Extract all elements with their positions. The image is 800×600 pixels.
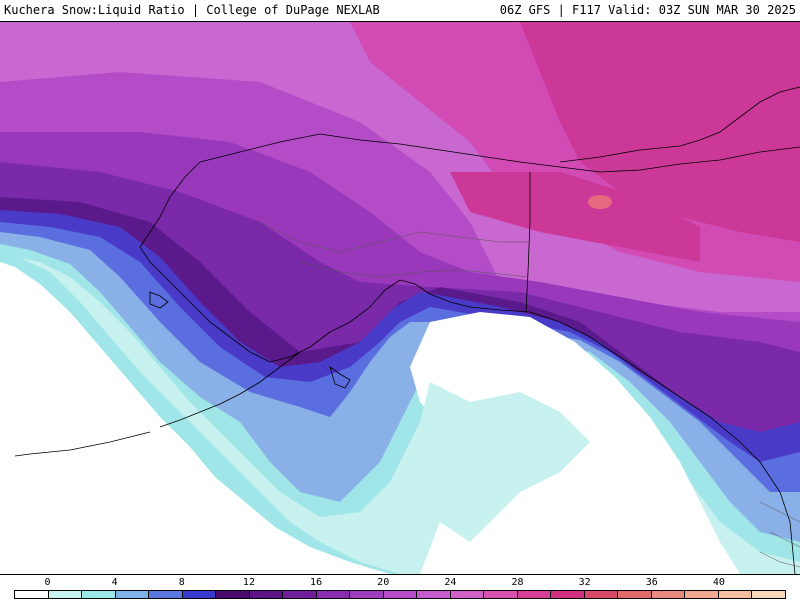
colorbar-swatch bbox=[718, 591, 753, 598]
colorbar-tick-label: 16 bbox=[310, 577, 323, 588]
kodiak bbox=[329, 366, 351, 389]
colorbar-swatch bbox=[484, 591, 518, 598]
nunivak bbox=[149, 291, 169, 309]
colorbar-swatch bbox=[417, 591, 451, 598]
colorbar-swatch bbox=[450, 591, 485, 598]
colorbar-swatch bbox=[149, 591, 183, 598]
colorbar-swatch bbox=[115, 591, 150, 598]
colorbar-tick-label: 4 bbox=[111, 577, 118, 588]
aleutian-islands bbox=[14, 431, 151, 457]
arctic-islands bbox=[559, 86, 800, 163]
colorbar-swatch bbox=[249, 591, 284, 598]
colorbar-swatch bbox=[350, 591, 384, 598]
colorbar-swatches bbox=[14, 590, 786, 599]
colorbar-tick-labels: 0 4 8 12 16 20 24 28 32 36 40 bbox=[0, 577, 800, 589]
product-title: Kuchera Snow:Liquid Ratio | College of D… bbox=[4, 3, 380, 17]
colorbar-tick-label: 40 bbox=[712, 577, 725, 588]
field-hotspot bbox=[588, 195, 612, 209]
coastlines bbox=[14, 86, 800, 574]
colorbar-swatch bbox=[752, 591, 785, 598]
colorbar-tick-label: 20 bbox=[377, 577, 390, 588]
model-valid-time: 06Z GFS | F117 Valid: 03Z SUN MAR 30 202… bbox=[499, 3, 796, 17]
colorbar-swatch bbox=[551, 591, 585, 598]
alaska-south-coast bbox=[384, 279, 796, 574]
colorbar-tick-label: 32 bbox=[578, 577, 591, 588]
colorbar-tick-label: 28 bbox=[511, 577, 524, 588]
colorbar-swatch bbox=[651, 591, 686, 598]
colorbar-swatch bbox=[584, 591, 619, 598]
colorbar-swatch bbox=[283, 591, 317, 598]
alaska-west-coast bbox=[139, 161, 386, 363]
colorbar-swatch bbox=[182, 591, 217, 598]
colorbar-tick-label: 8 bbox=[178, 577, 185, 588]
field-magenta bbox=[520, 22, 800, 242]
field-magenta-2 bbox=[450, 172, 700, 262]
colorbar-swatch bbox=[216, 591, 250, 598]
colorbar-swatch bbox=[618, 591, 652, 598]
colorbar-swatch bbox=[316, 591, 351, 598]
colorbar-swatch bbox=[685, 591, 719, 598]
colorbar-swatch bbox=[48, 591, 83, 598]
colorbar-swatch bbox=[15, 591, 49, 598]
field-cyan-gulf bbox=[420, 382, 590, 542]
colorbar-tick-label: 12 bbox=[242, 577, 255, 588]
canada-border bbox=[525, 172, 531, 313]
admin-boundaries bbox=[259, 221, 800, 568]
weather-map[interactable] bbox=[0, 22, 800, 574]
colorbar-tick-label: 36 bbox=[645, 577, 658, 588]
colorbar-swatch bbox=[517, 591, 552, 598]
alaska-north-coast bbox=[199, 133, 800, 173]
color-scale-legend: 0 4 8 12 16 20 24 28 32 36 40 bbox=[0, 574, 800, 600]
alaska-peninsula bbox=[159, 351, 301, 428]
map-canvas bbox=[0, 22, 800, 574]
colorbar-swatch bbox=[82, 591, 116, 598]
colorbar-tick-label: 0 bbox=[44, 577, 51, 588]
field-ocean-white bbox=[0, 262, 390, 574]
colorbar-swatch bbox=[383, 591, 418, 598]
map-header: Kuchera Snow:Liquid Ratio | College of D… bbox=[0, 0, 800, 22]
colorbar-tick-label: 24 bbox=[444, 577, 457, 588]
